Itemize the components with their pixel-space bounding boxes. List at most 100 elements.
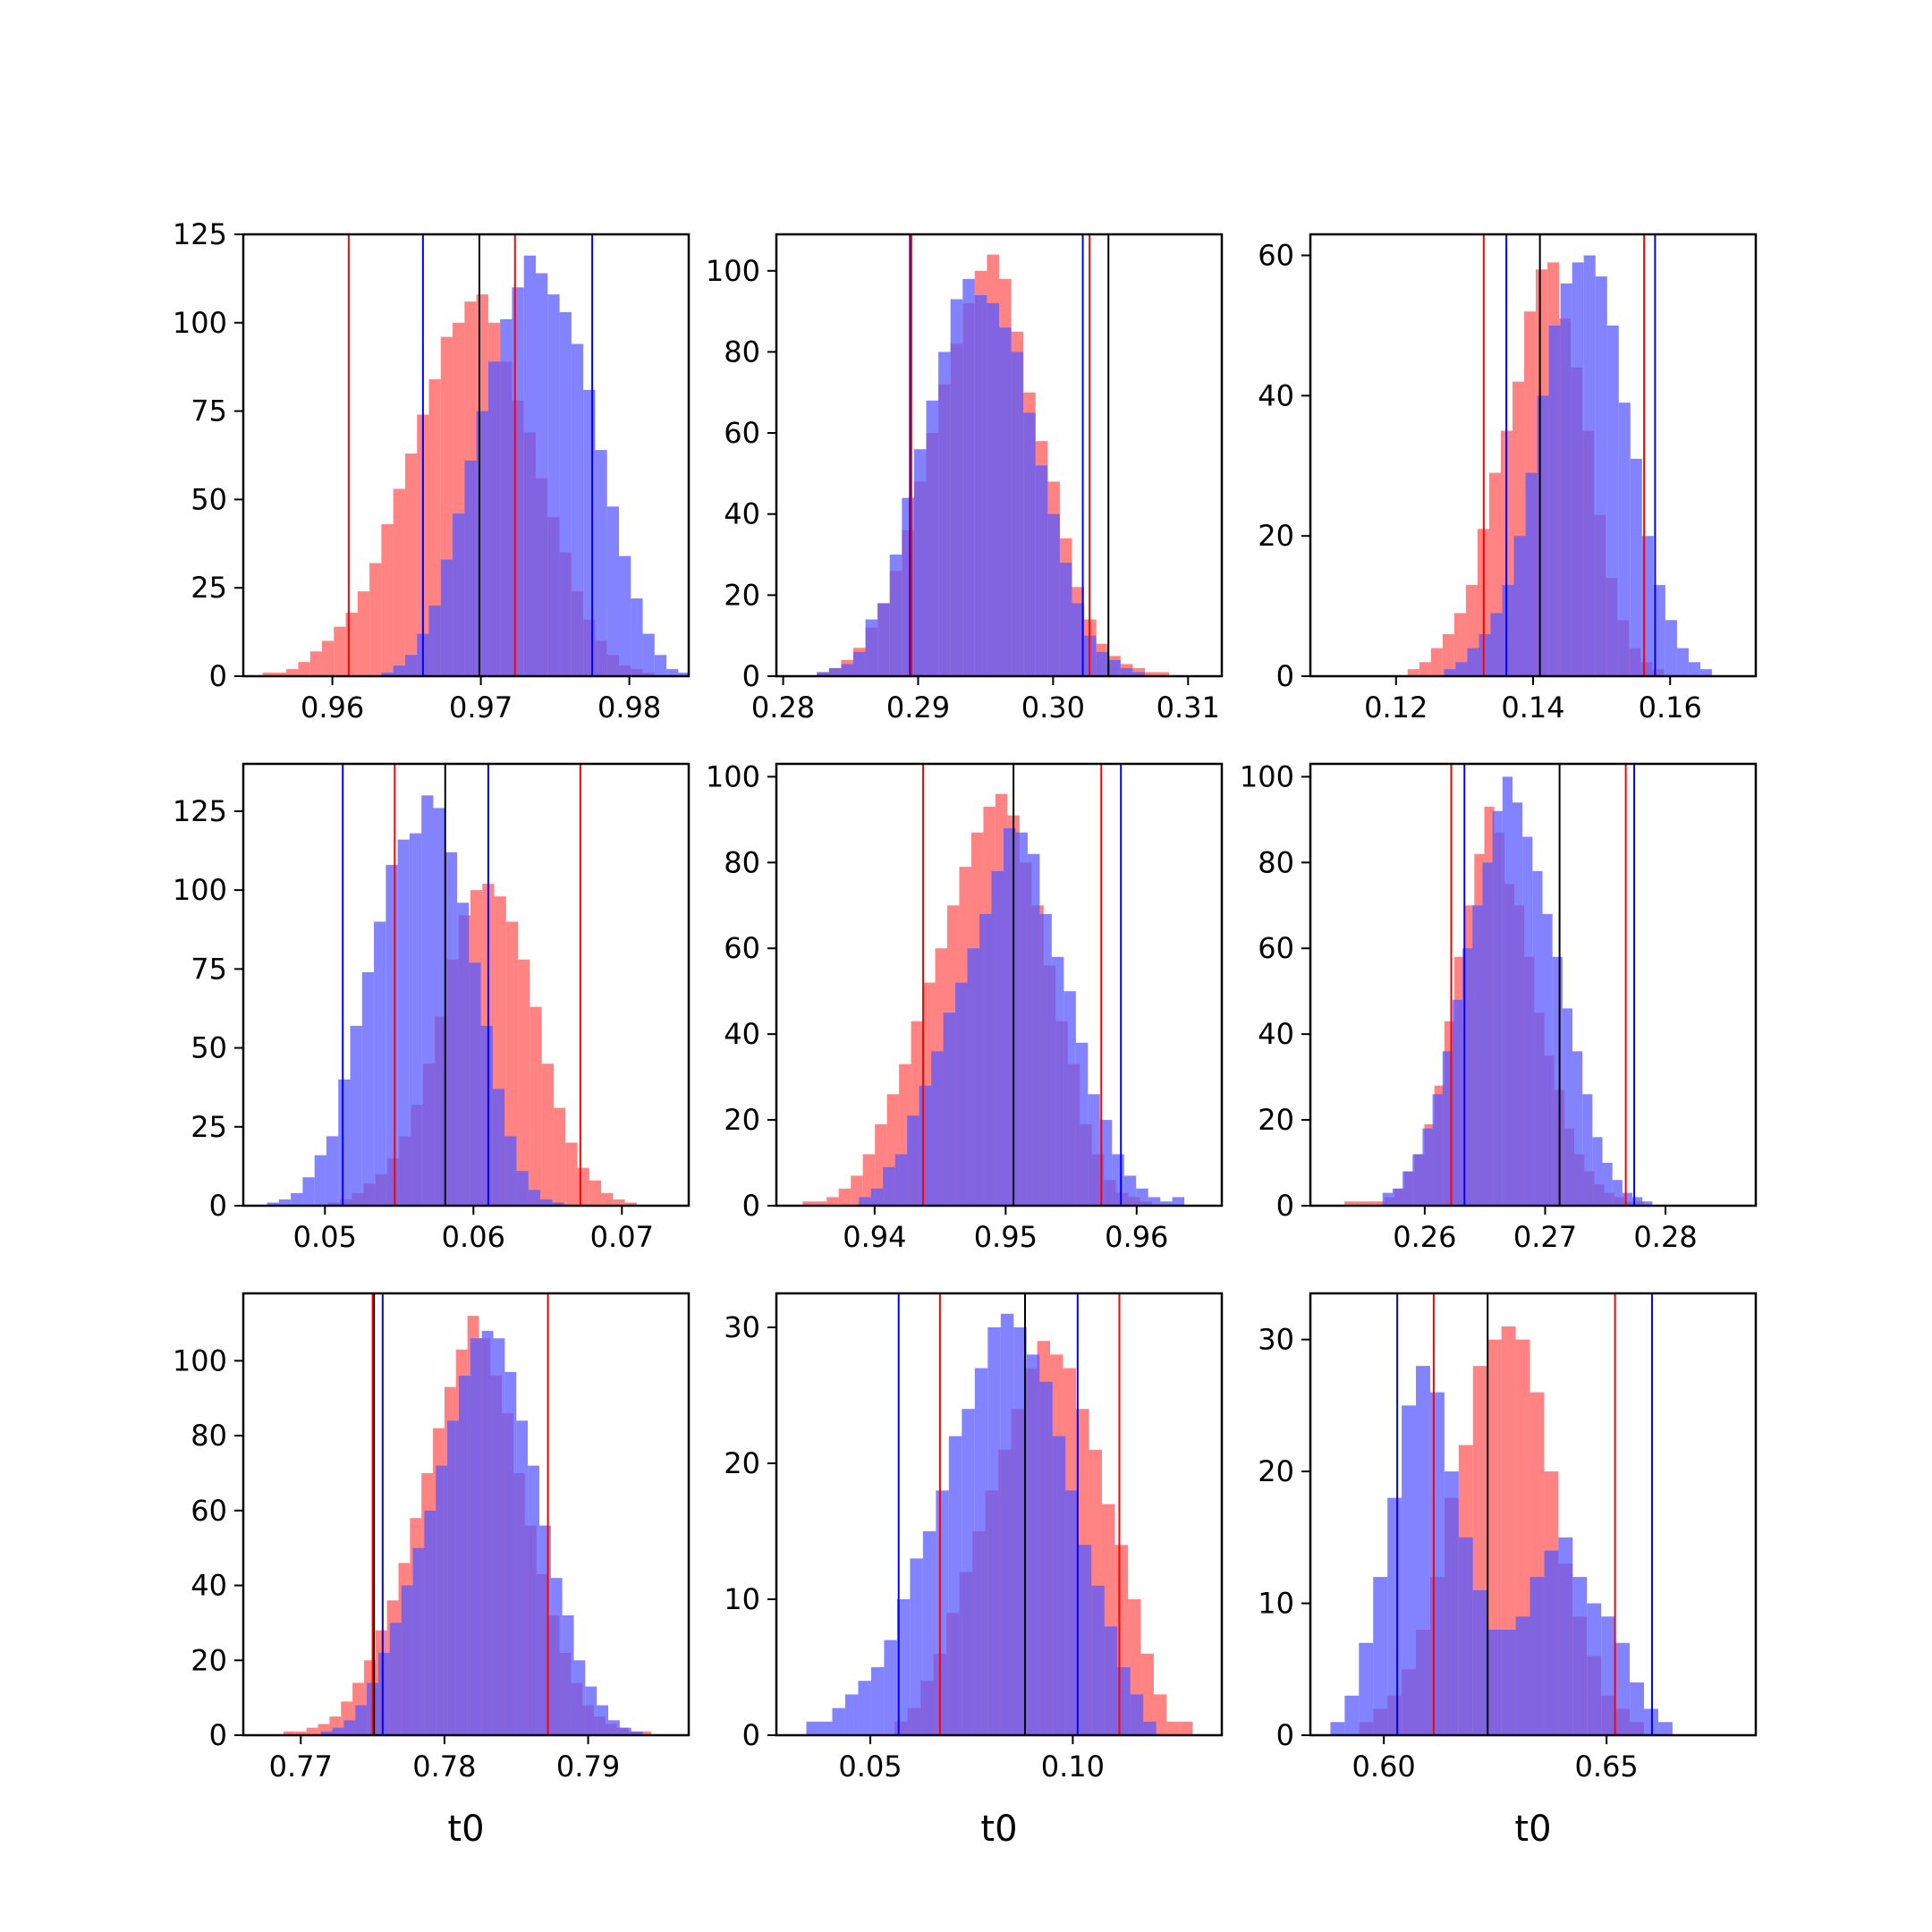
histogram-bar <box>1117 1667 1131 1735</box>
histogram-bar <box>1015 832 1028 1206</box>
histogram-bar <box>1104 1626 1118 1735</box>
x-tick-label: 0.28 <box>751 691 815 724</box>
histogram-bar <box>518 959 530 1206</box>
histogram-bar <box>884 1640 897 1735</box>
histogram-bar <box>528 1465 539 1735</box>
y-tick-label: 0 <box>1276 1189 1294 1223</box>
histogram-bar <box>469 962 481 1206</box>
histogram-bar <box>504 1136 517 1206</box>
histogram-bar <box>832 1707 845 1735</box>
histogram-bar <box>493 1338 505 1735</box>
x-axis-label: t0 <box>447 1809 484 1850</box>
y-tick-label: 20 <box>1258 1454 1294 1488</box>
histogram-bar <box>595 450 607 676</box>
axes-frame <box>1309 762 1758 1208</box>
histogram-bar <box>428 605 441 676</box>
y-tick-label: 20 <box>1258 1103 1294 1137</box>
histogram-bar <box>1572 262 1584 676</box>
histogram-bar <box>858 1681 871 1735</box>
histogram-bar <box>1502 776 1513 1206</box>
histogram-bar <box>309 651 322 676</box>
histogram-bar <box>1542 913 1553 1206</box>
histogram-bar <box>278 1199 292 1206</box>
plot-area <box>283 1293 652 1735</box>
histogram-bar <box>1630 458 1642 676</box>
histogram-bar <box>1387 1497 1402 1735</box>
histogram-bar <box>332 1727 344 1735</box>
y-tick-label: 25 <box>191 571 227 605</box>
histogram-bar <box>262 673 275 676</box>
x-tick-label: 0.94 <box>843 1220 906 1254</box>
x-tick-label: 0.05 <box>293 1220 357 1254</box>
y-tick-label: 20 <box>191 1643 227 1677</box>
y-tick-label: 20 <box>1258 519 1294 553</box>
histogram-bar <box>1472 1589 1487 1735</box>
x-tick-label: 0.78 <box>412 1750 476 1784</box>
histogram-bar <box>1560 283 1572 676</box>
y-tick-label: 80 <box>191 1419 227 1453</box>
histogram-bar <box>1374 1201 1385 1206</box>
y-tick-label: 50 <box>191 1031 227 1065</box>
histogram-bar <box>381 524 394 676</box>
histogram-bar <box>550 1578 563 1735</box>
histogram-blue <box>381 255 689 676</box>
histogram-bar <box>979 913 992 1206</box>
histogram-bar <box>1072 603 1085 676</box>
histogram-bar <box>1513 536 1526 676</box>
histogram-bar <box>547 294 560 676</box>
histogram-bar <box>1558 1537 1573 1735</box>
histogram-bar <box>1653 585 1665 676</box>
histogram-bar <box>1622 1192 1633 1206</box>
histogram-bar <box>1160 1201 1173 1206</box>
histogram-bar <box>991 870 1004 1206</box>
y-tick-label: 20 <box>724 578 760 612</box>
x-tick-label: 0.98 <box>597 691 661 724</box>
y-tick-label: 50 <box>191 482 227 516</box>
x-tick-label: 0.14 <box>1501 691 1564 724</box>
y-tick-label: 20 <box>724 1446 760 1480</box>
histogram-bar <box>1572 1051 1583 1206</box>
x-tick-label: 0.60 <box>1352 1750 1416 1784</box>
histogram-bar <box>1136 1188 1148 1206</box>
y-tick-label: 60 <box>191 1494 227 1528</box>
plot-area <box>817 234 1170 676</box>
histogram-bar <box>619 1727 631 1735</box>
histogram-bar <box>853 651 866 676</box>
histogram-bar <box>378 1652 390 1735</box>
histogram-bar <box>540 1199 553 1206</box>
subplot-r2-c1: 0.05 0.06 0.07 0 25 50 75 100 125 <box>173 762 691 1254</box>
x-tick-label: 0.97 <box>449 691 513 724</box>
y-tick-label: 0 <box>1276 1718 1294 1752</box>
histogram-bar <box>361 971 375 1206</box>
subplot-r3-c1: 0.77 0.78 0.79 0 20 40 60 80 100 t0 <box>173 1292 691 1850</box>
y-tick-label: 80 <box>724 845 760 879</box>
histogram-bar <box>1525 472 1538 676</box>
y-tick-label: 0 <box>742 1718 760 1752</box>
histogram-bar <box>606 506 619 676</box>
histogram-bar <box>1688 662 1700 676</box>
histogram-bar <box>447 1420 459 1735</box>
histogram-bar <box>457 902 470 1206</box>
histogram-bar <box>1402 1405 1417 1735</box>
histogram-bar <box>1512 802 1523 1206</box>
histogram-bar <box>583 389 596 676</box>
histogram-bar <box>910 1558 923 1735</box>
histogram-bar <box>678 673 689 676</box>
y-tick-label: 0 <box>209 659 227 693</box>
histogram-bar <box>1657 1722 1673 1735</box>
histogram-bar <box>841 664 854 676</box>
axes-frame <box>775 762 1224 1208</box>
histogram-bar <box>1472 905 1483 1206</box>
histogram-bar <box>974 1368 988 1735</box>
histogram-bar <box>844 1694 859 1735</box>
histogram-bar <box>1430 648 1443 676</box>
histogram-bar <box>1562 1008 1573 1206</box>
histogram-bar <box>962 278 975 676</box>
histogram-bar <box>1065 1490 1079 1735</box>
axes-frame <box>1309 1292 1758 1737</box>
y-tick-label: 100 <box>1240 759 1294 793</box>
histogram-bar <box>374 921 386 1206</box>
histogram-bar <box>1632 1197 1643 1206</box>
histogram-bar <box>412 1547 425 1735</box>
histogram-bar <box>1130 1694 1144 1735</box>
